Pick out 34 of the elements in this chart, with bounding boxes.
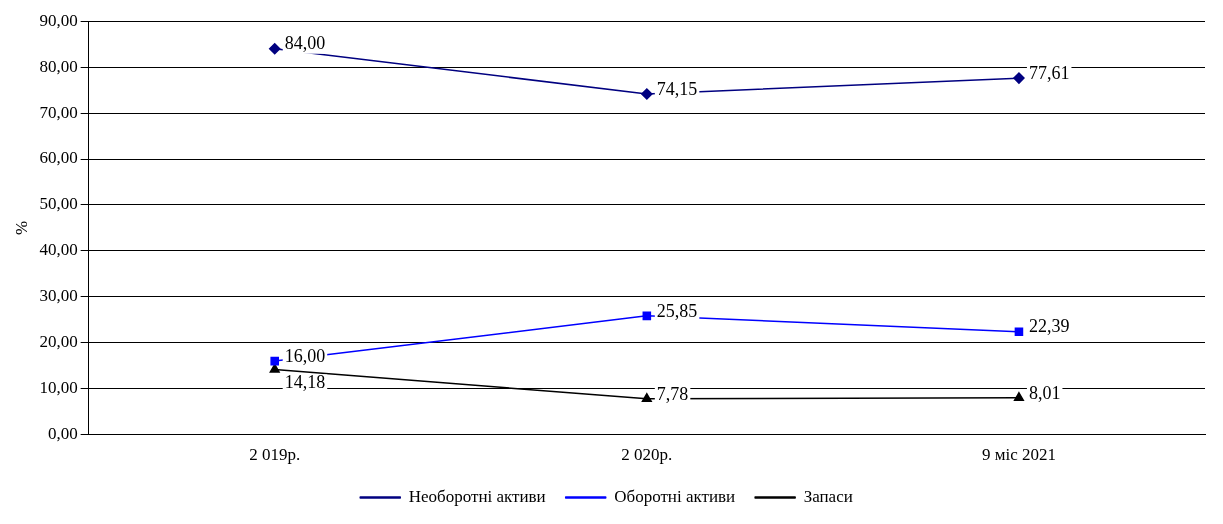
x-tick-label: 2 020р. xyxy=(621,445,673,465)
point xyxy=(1013,72,1025,84)
point xyxy=(641,393,652,403)
y-axis-title: % xyxy=(11,220,31,235)
data-label: 14,18 xyxy=(284,372,326,393)
y-tick-label: 30,00 xyxy=(39,286,78,306)
data-label: 25,85 xyxy=(656,300,698,321)
data-label: 22,39 xyxy=(1028,316,1070,337)
point xyxy=(642,311,652,321)
y-tick-label: 0,00 xyxy=(47,424,78,444)
data-label: 74,15 xyxy=(656,78,698,99)
legend-label: Необоротні активи xyxy=(408,486,546,506)
x-tick-label: 2 019р. xyxy=(249,445,301,465)
point xyxy=(1013,392,1025,402)
y-tick-label: 10,00 xyxy=(39,378,78,398)
point xyxy=(268,43,281,55)
y-tick-label: 50,00 xyxy=(39,194,78,214)
y-tick-label: 20,00 xyxy=(39,332,78,352)
legend-label: Запаси xyxy=(803,486,853,506)
y-tick-label: 40,00 xyxy=(39,240,78,260)
data-label: 16,00 xyxy=(284,345,326,366)
point xyxy=(270,356,279,366)
y-tick-label: 80,00 xyxy=(39,56,78,76)
data-label: 84,00 xyxy=(284,33,326,54)
data-label: 7,78 xyxy=(656,383,689,404)
point xyxy=(1014,327,1024,337)
y-tick-label: 90,00 xyxy=(39,10,78,30)
y-tick-label: 60,00 xyxy=(39,148,78,168)
x-tick-label: 9 міс 2021 xyxy=(981,445,1056,465)
data-label: 77,61 xyxy=(1028,62,1070,83)
point xyxy=(641,88,653,100)
y-tick-label: 70,00 xyxy=(39,102,78,122)
legend-label: Оборотні активи xyxy=(614,486,736,506)
data-label: 8,01 xyxy=(1028,382,1061,403)
